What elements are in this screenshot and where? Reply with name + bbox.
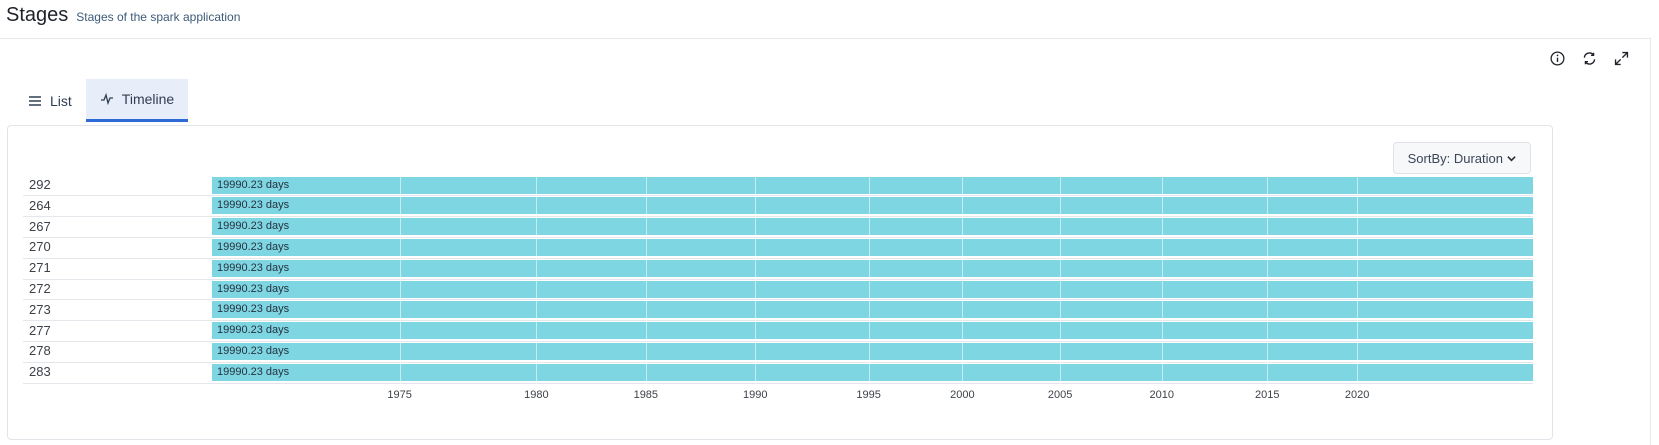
row-divider bbox=[23, 236, 1533, 238]
sort-by-dropdown[interactable]: SortBy: Duration bbox=[1392, 142, 1531, 174]
row-divider bbox=[23, 299, 1533, 301]
page-header: Stages Stages of the spark application bbox=[6, 4, 240, 32]
stage-bar[interactable]: 19990.23 days bbox=[212, 342, 1533, 360]
grid-line bbox=[868, 175, 870, 385]
list-icon bbox=[29, 95, 41, 106]
stage-label: 272 bbox=[29, 281, 51, 296]
grid-line bbox=[399, 175, 401, 385]
x-tick-label: 1980 bbox=[524, 389, 549, 401]
x-tick-label: 2015 bbox=[1254, 389, 1280, 401]
grid-line bbox=[536, 175, 538, 385]
grid-line bbox=[1267, 175, 1269, 385]
grid-line bbox=[645, 175, 647, 385]
stage-bar[interactable]: 19990.23 days bbox=[212, 218, 1533, 236]
grid-line bbox=[1060, 175, 1062, 385]
expand-icon[interactable] bbox=[1612, 49, 1630, 67]
chevron-down-icon bbox=[1507, 155, 1516, 161]
info-icon[interactable] bbox=[1548, 49, 1566, 67]
activity-icon bbox=[100, 92, 113, 106]
row-divider bbox=[23, 216, 1533, 218]
stage-label: 271 bbox=[29, 260, 51, 276]
row-divider bbox=[23, 382, 1533, 384]
timeline-panel: SortBy: Duration 292 19990.23 days 264 1999… bbox=[7, 125, 1553, 440]
x-tick-label: 1985 bbox=[633, 389, 659, 401]
grid-line bbox=[1357, 175, 1359, 385]
stage-bar[interactable]: 19990.23 days bbox=[212, 301, 1533, 319]
stage-bar[interactable]: 19990.23 days bbox=[212, 259, 1533, 277]
stage-bar[interactable]: 19990.23 days bbox=[212, 238, 1533, 256]
tab-timeline-label: Timeline bbox=[121, 91, 175, 107]
tab-list-label: List bbox=[50, 92, 72, 109]
stage-label: 292 bbox=[29, 177, 51, 192]
row-divider bbox=[23, 340, 1533, 342]
refresh-icon[interactable] bbox=[1580, 49, 1598, 67]
sort-by-label: SortBy: Duration bbox=[1407, 150, 1503, 166]
x-tick-label: 1995 bbox=[856, 389, 881, 401]
x-tick-label: 1975 bbox=[387, 389, 412, 401]
stage-label: 273 bbox=[29, 301, 51, 317]
stage-label: 267 bbox=[29, 218, 51, 234]
page-subtitle: Stages of the spark application bbox=[76, 10, 241, 24]
stage-label: 283 bbox=[29, 364, 51, 380]
card-toolbar bbox=[1548, 49, 1630, 67]
stage-bar[interactable]: 19990.23 days bbox=[212, 322, 1533, 340]
x-tick-label: 2005 bbox=[1047, 389, 1073, 401]
row-divider bbox=[23, 320, 1533, 322]
tab-timeline[interactable]: Timeline bbox=[85, 79, 189, 122]
grid-line bbox=[755, 175, 757, 385]
row-divider bbox=[23, 361, 1533, 363]
stage-label: 278 bbox=[29, 343, 51, 359]
stages-card: List Timeline SortBy: Duration 292 19990.… bbox=[0, 38, 1651, 445]
row-divider bbox=[23, 195, 1533, 197]
tab-list[interactable]: List bbox=[14, 79, 86, 122]
stage-label: 277 bbox=[29, 322, 51, 338]
x-tick-label: 2000 bbox=[950, 389, 975, 401]
stage-bar[interactable]: 19990.23 days bbox=[212, 176, 1533, 194]
grid-line bbox=[1161, 175, 1163, 385]
stage-bar[interactable]: 19990.23 days bbox=[212, 280, 1533, 298]
row-divider bbox=[23, 257, 1533, 259]
stage-bar[interactable]: 19990.23 days bbox=[212, 363, 1533, 381]
timeline-chart: 292 19990.23 days 264 19990.23 days 267 19990… bbox=[23, 175, 1533, 405]
x-tick-label: 2010 bbox=[1149, 389, 1174, 401]
stage-label: 270 bbox=[29, 239, 51, 255]
view-tabs: List Timeline bbox=[14, 79, 189, 122]
page-title: Stages bbox=[6, 4, 69, 26]
x-tick-label: 2020 bbox=[1344, 389, 1370, 401]
grid-line bbox=[962, 175, 964, 385]
stage-bar[interactable]: 19990.23 days bbox=[212, 197, 1533, 215]
stage-label: 264 bbox=[29, 197, 51, 213]
x-tick-label: 1990 bbox=[743, 389, 768, 401]
row-divider bbox=[23, 278, 1533, 280]
